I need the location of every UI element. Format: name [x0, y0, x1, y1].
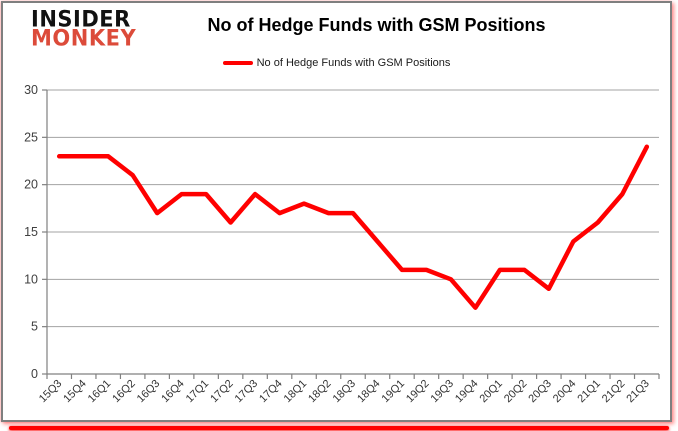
x-tick-label: 20Q4	[551, 378, 579, 406]
chart-border-box: INSIDER MONKEY No of Hedge Funds with GS…	[1, 1, 672, 422]
legend-line-marker	[222, 61, 253, 65]
x-tick-label: 18Q1	[282, 378, 310, 406]
x-tick-label: 17Q1	[184, 378, 212, 406]
y-tick-label: 20	[24, 178, 38, 192]
x-tick-label: 17Q3	[233, 378, 261, 406]
red-accent-bar	[9, 426, 669, 430]
legend: No of Hedge Funds with GSM Positions	[3, 57, 670, 69]
legend-label: No of Hedge Funds with GSM Positions	[256, 57, 451, 69]
x-tick-label: 16Q2	[110, 378, 138, 406]
chart-title: No of Hedge Funds with GSM Positions	[207, 15, 546, 35]
y-tick-label: 10	[24, 272, 38, 286]
insider-monkey-logo: INSIDER MONKEY	[31, 6, 137, 51]
x-tick-label: 21Q1	[575, 378, 603, 406]
line-chart-plot: 0 5 10 15 20 25 30 15Q315Q416Q116Q216Q316Q417Q1…	[24, 83, 660, 406]
y-tick-label: 5	[31, 320, 38, 334]
x-tick-label: 20Q3	[526, 378, 554, 406]
x-tick-label: 20Q2	[502, 378, 530, 406]
x-tick-label: 19Q2	[404, 378, 432, 406]
x-tick-label: 18Q4	[355, 378, 383, 406]
x-tick-label: 18Q3	[331, 378, 359, 406]
x-tick-label: 21Q3	[624, 378, 652, 406]
line-series	[56, 144, 650, 310]
x-tick-label: 16Q3	[135, 378, 163, 406]
y-tick-label: 15	[24, 225, 38, 239]
x-tick-label: 16Q1	[86, 378, 114, 406]
logo-insider-text: INSIDER	[31, 6, 131, 32]
x-tick-label: 17Q4	[257, 378, 285, 406]
x-tick-label: 18Q2	[306, 378, 334, 406]
x-tick-label: 17Q2	[208, 378, 236, 406]
y-tick-label: 0	[31, 367, 38, 381]
y-tick-label: 25	[24, 130, 38, 144]
x-tick-label: 15Q4	[61, 378, 89, 406]
x-tick-label: 19Q1	[380, 378, 408, 406]
x-tick-label: 16Q4	[159, 378, 187, 406]
x-tick-label: 21Q2	[600, 378, 628, 406]
x-tick-label: 19Q3	[429, 378, 457, 406]
y-tick-label: 30	[24, 83, 38, 97]
x-tick-label: 15Q3	[37, 378, 65, 406]
logo-monkey-text: MONKEY	[31, 25, 137, 51]
x-tick-label: 20Q1	[477, 378, 505, 406]
x-tick-label: 19Q4	[453, 378, 481, 406]
